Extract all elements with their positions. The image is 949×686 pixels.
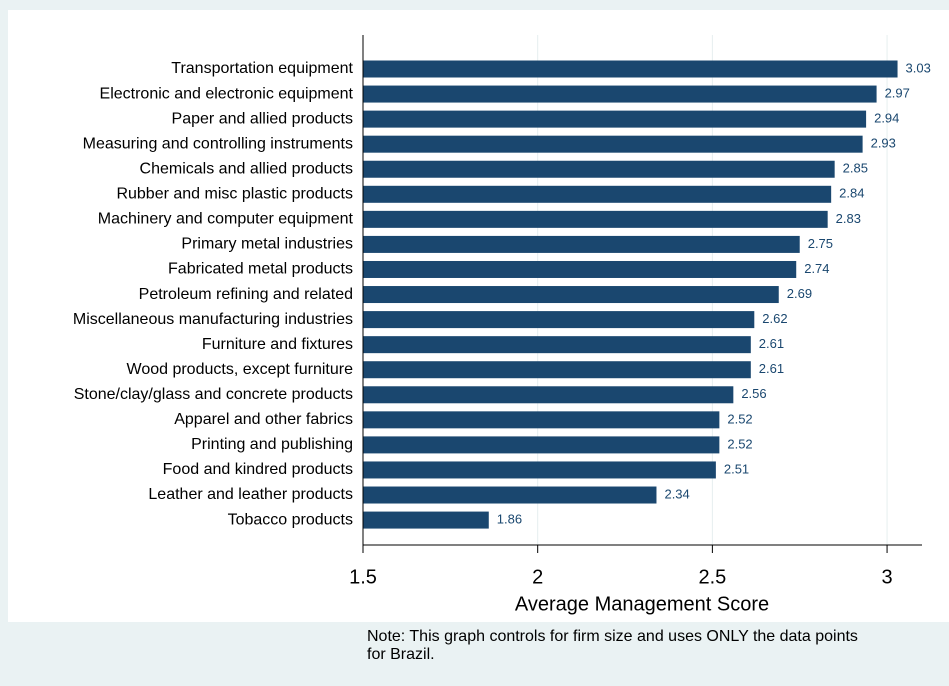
y-tick-label: Printing and publishing (191, 436, 353, 453)
bar (363, 260, 797, 278)
value-label: 2.52 (727, 436, 752, 451)
value-label: 1.86 (497, 512, 522, 527)
value-label: 2.97 (885, 85, 910, 100)
bar (363, 411, 720, 429)
y-tick-label: Paper and allied products (172, 110, 353, 127)
value-label: 3.03 (906, 60, 931, 75)
bar (363, 486, 657, 504)
bar (363, 160, 835, 178)
value-label: 2.94 (874, 111, 899, 126)
y-tick-label: Food and kindred products (163, 461, 353, 478)
value-label: 2.61 (759, 361, 784, 376)
bar (363, 110, 867, 128)
value-label: 2.51 (724, 461, 749, 476)
y-tick-label: Fabricated metal products (168, 261, 353, 278)
value-label: 2.69 (787, 286, 812, 301)
y-tick-label: Stone/clay/glass and concrete products (74, 386, 353, 403)
y-tick-label: Machinery and computer equipment (98, 211, 354, 228)
value-label: 2.83 (836, 211, 861, 226)
bar (363, 461, 716, 479)
value-label: 2.85 (843, 161, 868, 176)
y-tick-label: Apparel and other fabrics (174, 411, 353, 428)
bar (363, 60, 898, 78)
y-tick-label: Transportation equipment (171, 60, 353, 77)
value-label: 2.61 (759, 336, 784, 351)
bar (363, 85, 877, 103)
y-tick-label: Leather and leather products (148, 486, 353, 503)
y-tick-label: Electronic and electronic equipment (100, 85, 354, 102)
y-tick-label: Measuring and controlling instruments (83, 135, 353, 152)
value-label: 2.84 (839, 186, 864, 201)
value-label: 2.56 (741, 386, 766, 401)
note: for Brazil. (367, 646, 435, 663)
bar (363, 135, 863, 153)
bar (363, 336, 751, 354)
note: Note: This graph controls for firm size … (367, 628, 858, 645)
value-label: 2.62 (762, 311, 787, 326)
value-label: 2.34 (664, 486, 689, 501)
bar (363, 210, 828, 228)
x-axis-title: Average Management Score (515, 593, 769, 615)
x-tick-label: 3 (882, 566, 893, 588)
value-label: 2.75 (808, 236, 833, 251)
value-label: 2.93 (871, 136, 896, 151)
bar (363, 235, 800, 253)
value-label: 2.52 (727, 411, 752, 426)
y-tick-label: Tobacco products (228, 511, 353, 528)
x-tick-label: 1.5 (349, 566, 377, 588)
y-tick-label: Petroleum refining and related (139, 286, 353, 303)
bar (363, 185, 832, 203)
bar (363, 386, 734, 404)
bar (363, 511, 489, 529)
x-tick-label: 2 (532, 566, 543, 588)
y-tick-label: Miscellaneous manufacturing industries (73, 311, 353, 328)
y-tick-label: Wood products, except furniture (127, 361, 354, 378)
y-tick-label: Furniture and fixtures (202, 336, 353, 353)
bar (363, 361, 751, 379)
x-tick-label: 2.5 (698, 566, 726, 588)
y-tick-label: Primary metal industries (181, 236, 353, 253)
bar (363, 311, 755, 329)
value-label: 2.74 (804, 261, 829, 276)
bar (363, 286, 779, 304)
y-tick-label: Rubber and misc plastic products (116, 186, 353, 203)
y-tick-label: Chemicals and allied products (140, 160, 353, 177)
bar (363, 436, 720, 454)
